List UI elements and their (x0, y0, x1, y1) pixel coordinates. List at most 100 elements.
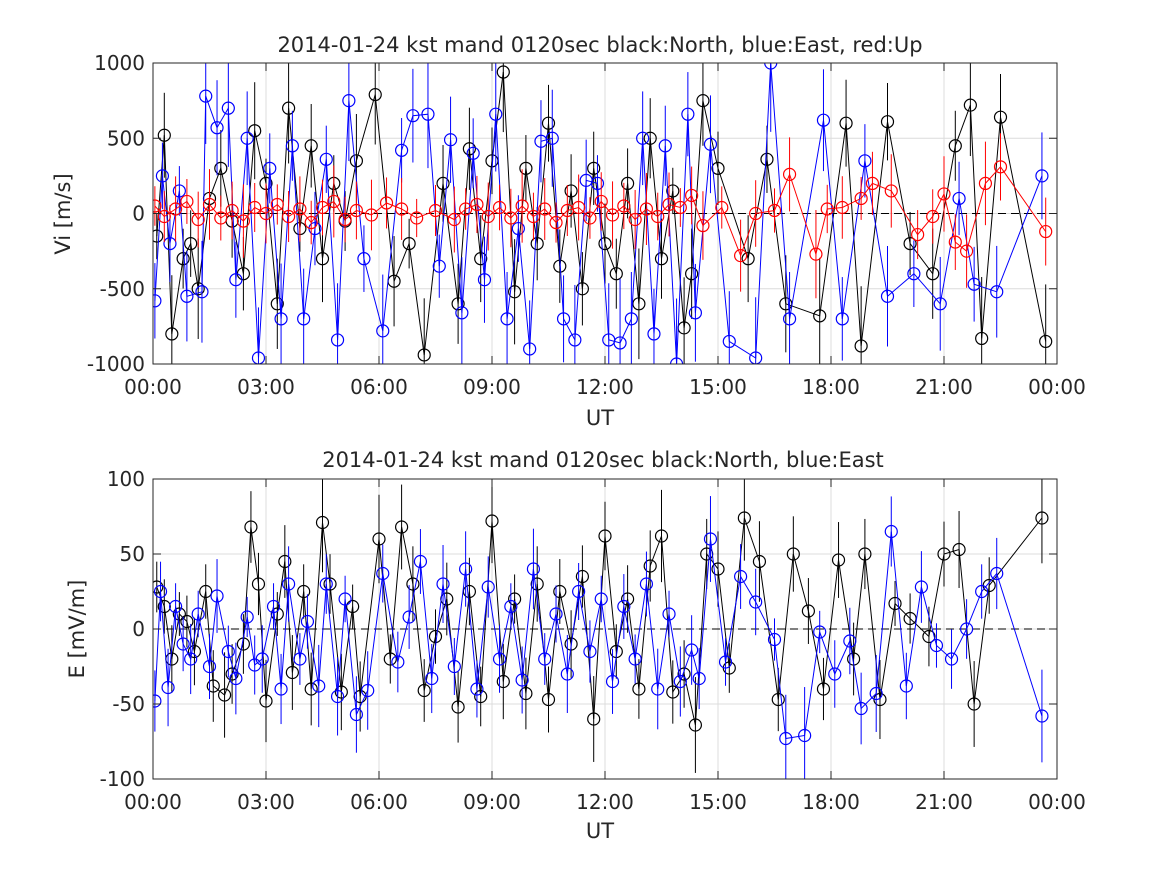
e-north-point (553, 584, 567, 599)
e-east-series (153, 496, 1049, 779)
e-east-point (282, 577, 296, 591)
e-north-point (888, 596, 902, 611)
e-north-point (530, 577, 544, 591)
e-east-point (749, 595, 763, 609)
vi-up-point (978, 176, 993, 190)
vi-x-tick-label: 09:00 (463, 375, 521, 399)
e-east-point (330, 689, 345, 704)
vi-east-point (199, 89, 213, 103)
vi-up-point (282, 209, 296, 224)
vi-up-point (767, 203, 782, 218)
e-x-tick-label: 00:00 (1028, 790, 1086, 814)
e-north-point (180, 614, 194, 629)
e-x-tick-label: 12:00 (576, 790, 634, 814)
vi-east-point (816, 113, 831, 127)
vi-east-point (590, 176, 605, 190)
e-east-point (914, 580, 929, 594)
vi-north-point (880, 115, 895, 129)
e-north-point (786, 547, 800, 561)
e-x-tick-label: 00:00 (124, 790, 182, 814)
e-y-axis-label: E [mV/m] (65, 580, 89, 679)
e-east-point (605, 674, 620, 689)
e-panel-title: 2014-01-24 kst mand 0120sec black:North,… (322, 448, 884, 472)
e-east-point (293, 652, 307, 666)
e-east-point (538, 652, 552, 666)
e-east-point (798, 728, 812, 743)
vi-up-point (526, 209, 541, 224)
vi-east-point (263, 161, 277, 175)
vi-up-point (549, 215, 563, 230)
e-east-point (153, 584, 168, 599)
vi-north-point (496, 65, 510, 79)
e-north-point (334, 685, 348, 699)
vi-x-tick-label: 15:00 (689, 375, 747, 399)
vi-north-line (156, 71, 1047, 356)
e-north-point (620, 592, 635, 606)
e-east-point (470, 682, 484, 696)
e-north-point (278, 554, 292, 569)
e-north-point (654, 529, 669, 543)
e-east-point (572, 584, 586, 599)
vi-north-point (609, 267, 623, 281)
e-east-point (594, 592, 608, 606)
vi-north-point (963, 98, 977, 112)
vi-up-point (617, 199, 631, 213)
e-north-point (157, 599, 171, 614)
vi-north-point (839, 116, 853, 130)
vi-north-point (462, 142, 476, 156)
e-east-point (869, 686, 883, 701)
vi-up-point (270, 197, 284, 212)
vi-up-point (715, 200, 729, 215)
vi-east-point (240, 131, 254, 145)
e-north-point (259, 694, 273, 708)
vi-east-point (688, 306, 703, 320)
e-x-tick-label: 21:00 (915, 790, 973, 814)
vi-east-point (907, 267, 921, 281)
vi-north-point (632, 297, 646, 311)
vi-east-point (613, 336, 627, 350)
e-east-point (733, 569, 748, 584)
e-east-point (255, 652, 269, 666)
vi-east-point (952, 191, 966, 206)
vi-x-tick-label: 03:00 (237, 375, 295, 399)
e-north-point (395, 520, 409, 534)
e-north-point (666, 685, 680, 699)
e-east-point (767, 632, 782, 647)
vi-up-point (481, 209, 495, 224)
e-east-point (481, 580, 495, 594)
e-north-point (643, 559, 657, 573)
e-north-point (474, 689, 488, 704)
e-east-point (628, 652, 642, 666)
e-north-point (372, 532, 386, 546)
e-x-tick-label: 18:00 (802, 790, 860, 814)
vi-east-point (274, 312, 288, 326)
e-north-point (206, 679, 220, 693)
vi-east-point (221, 101, 235, 115)
e-east-point (274, 682, 288, 696)
vi-ticks: 00:00 03:00 06:00 09:00 12:00 15:00 18:00 21:00… (87, 51, 1086, 399)
vi-y-tick-label: 0 (132, 202, 145, 226)
vi-east-point (500, 312, 514, 326)
vi-east-point (455, 306, 469, 320)
vi-north-point (157, 128, 171, 142)
e-east-point (703, 532, 718, 546)
vi-up-point (749, 206, 763, 221)
vi-east-point (858, 154, 872, 168)
vi-up-point (349, 203, 363, 218)
vi-north-point (184, 237, 198, 251)
e-east-point (266, 599, 281, 614)
vi-up-point (835, 200, 849, 215)
e-north-point (967, 697, 981, 711)
e-north-point (451, 700, 465, 714)
vi-up-point (993, 160, 1008, 174)
e-north-point (346, 599, 360, 614)
vi-north-point (519, 161, 533, 175)
vi-up-point (515, 199, 529, 213)
e-east-point (202, 659, 217, 674)
vi-x-tick-label: 00:00 (1028, 375, 1086, 399)
vi-up-point (410, 211, 424, 225)
vi-east-point (658, 139, 672, 153)
vi-up-point (628, 212, 642, 227)
vi-north-point (993, 110, 1008, 124)
